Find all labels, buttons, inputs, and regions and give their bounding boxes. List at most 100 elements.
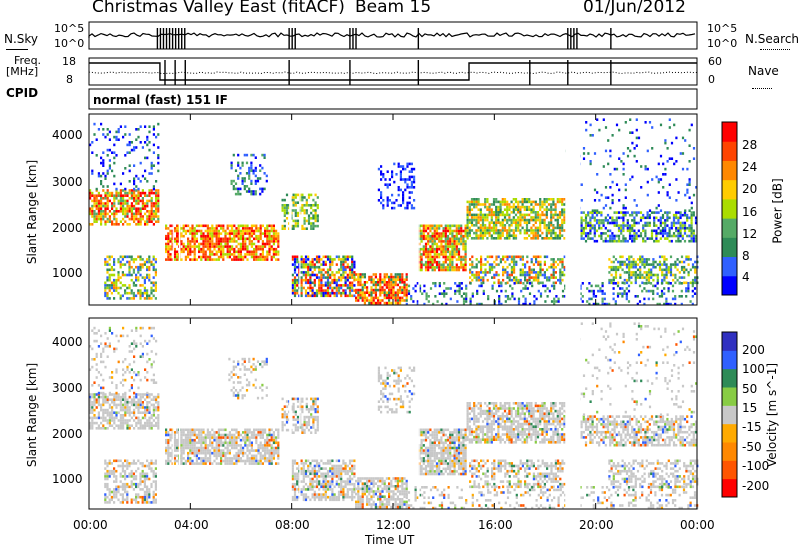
power-heatmap-cell [619,276,622,279]
power-heatmap-cell [213,229,216,233]
power-heatmap-cell [599,287,602,290]
power-heatmap-cell [122,210,125,213]
power-heatmap-cell [124,199,127,203]
power-heatmap-cell [683,239,687,243]
power-heatmap-cell [650,211,654,214]
power-heatmap-cell [444,247,447,251]
power-heatmap-cell [599,289,602,293]
power-heatmap-cell [226,232,229,235]
velocity-heatmap-cell [104,472,107,476]
power-heatmap-cell [628,260,631,264]
power-heatmap-cell [122,207,125,210]
power-heatmap-cell [176,229,179,233]
power-heatmap-cell [625,278,629,282]
power-heatmap-cell [146,143,149,147]
power-heatmap-cell [209,258,212,261]
power-heatmap-cell [593,188,597,192]
power-heatmap-cell [669,265,673,269]
power-heatmap-cell [499,208,502,211]
power-heatmap-cell [613,219,616,222]
power-heatmap-cell [252,169,255,172]
power-heatmap-cell [406,162,409,166]
power-heatmap-cell [235,234,238,238]
power-heatmap-cell [589,226,592,230]
velocity-heatmap-cell [108,498,111,502]
power-heatmap-cell [433,268,436,272]
velocity-heatmap-cell [141,406,144,409]
power-heatmap-cell [444,242,447,246]
power-heatmap-cell [490,234,493,237]
power-heatmap-cell [102,204,105,208]
velocity-heatmap-cell [132,459,135,463]
power-heatmap-cell [525,218,529,222]
power-heatmap-cell [606,239,610,243]
power-heatmap-cell [169,258,172,261]
power-heatmap-cell [445,292,448,295]
velocity-heatmap-cell [135,462,138,465]
velocity-heatmap-cell [113,419,116,422]
velocity-heatmap-cell [135,406,138,409]
velocity-heatmap-cell [115,334,118,338]
power-heatmap-cell [155,202,158,205]
power-heatmap-cell [128,133,131,136]
power-heatmap-cell [431,240,434,243]
power-heatmap-cell [355,296,358,300]
velocity-heatmap-cell [146,475,149,478]
power-heatmap-cell [656,287,659,290]
power-heatmap-cell [213,253,216,256]
power-heatmap-cell [495,229,498,232]
power-heatmap-cell [259,232,262,235]
power-heatmap-cell [449,242,452,246]
power-heatmap-cell [515,281,518,285]
velocity-heatmap-cell [95,401,98,404]
power-heatmap-cell [182,250,185,254]
power-heatmap-cell [590,297,593,301]
power-heatmap-cell [108,258,111,261]
power-heatmap-cell [563,203,566,206]
power-heatmap-cell [157,202,160,205]
power-heatmap-cell [623,289,626,293]
power-heatmap-cell [462,242,465,246]
power-heatmap-cell [139,212,142,216]
velocity-heatmap-cell [126,406,129,409]
velocity-heatmap-cell [104,459,107,463]
power-heatmap-cell [528,200,531,204]
power-heatmap-cell [128,191,131,195]
power-heatmap-cell [402,196,405,199]
power-heatmap-cell [481,218,485,222]
power-heatmap-cell [534,216,537,219]
velocity-heatmap-cell [130,475,133,478]
velocity-heatmap-cell [144,427,147,430]
power-heatmap-cell [427,263,430,267]
power-heatmap-cell [468,200,471,204]
power-heatmap-cell [620,226,623,230]
power-heatmap-cell [108,278,111,282]
power-heatmap-cell [481,203,485,206]
power-heatmap-cell [668,229,671,233]
power-heatmap-cell [479,234,482,237]
power-heatmap-cell [580,183,583,186]
power-heatmap-cell [661,234,665,238]
power-heatmap-cell [401,281,404,284]
power-heatmap-cell [237,187,240,191]
power-heatmap-cell [679,229,682,233]
power-heatmap-cell [119,207,122,210]
power-heatmap-cell [668,126,671,129]
cpid-text: normal (fast) 151 IF [93,93,228,107]
power-heatmap-cell [462,240,465,243]
power-heatmap-cell [657,211,660,214]
power-heatmap-cell [674,295,677,298]
power-heatmap-cell [453,250,456,254]
power-heatmap-cell [690,201,693,205]
power-heatmap-cell [466,221,469,224]
velocity-heatmap-cell [102,360,105,364]
power-heatmap-cell [604,204,608,207]
power-heatmap-cell [422,245,425,248]
power-heatmap-cell [115,197,118,200]
velocity-heatmap-cell [130,401,133,404]
power-heatmap-cell [152,185,155,188]
power-heatmap-cell [115,191,118,195]
power-heatmap-cell [130,212,133,216]
velocity-heatmap-cell [104,342,107,345]
power-heatmap-cell [479,226,482,230]
